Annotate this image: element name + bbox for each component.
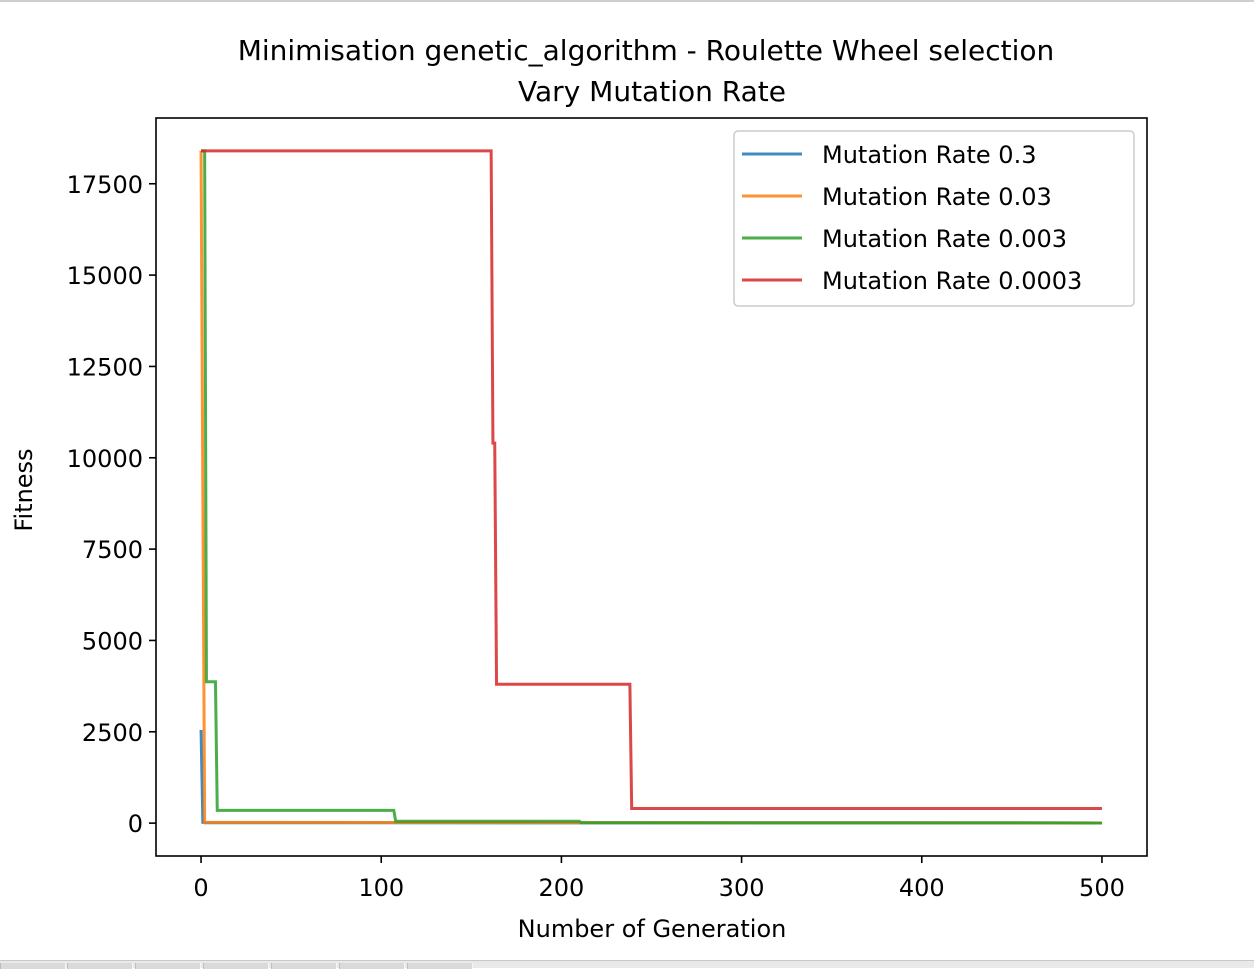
y-tick-label: 12500 (67, 353, 143, 381)
toolbar-slot (339, 963, 405, 969)
y-tick-label: 10000 (67, 445, 143, 473)
series-line-2 (201, 149, 1102, 825)
plot-frame (155, 117, 1148, 857)
toolbar-strip (0, 960, 1254, 969)
chart-title: Minimisation genetic_algorithm - Roulett… (238, 34, 1055, 67)
x-tick-label: 200 (539, 874, 585, 902)
y-tick-label: 0 (128, 810, 143, 838)
x-tick-label: 100 (358, 874, 404, 902)
legend-label: Mutation Rate 0.03 (822, 183, 1052, 211)
toolbar-slot (67, 963, 133, 969)
y-tick-label: 7500 (82, 536, 143, 564)
legend-label: Mutation Rate 0.3 (822, 141, 1036, 169)
x-tick-label: 400 (899, 874, 945, 902)
y-tick-label: 5000 (82, 627, 143, 655)
series-line-3 (201, 149, 1102, 810)
chart-subtitle: Vary Mutation Rate (518, 75, 786, 108)
legend-label: Mutation Rate 0.003 (822, 225, 1067, 253)
toolbar-slot (271, 963, 337, 969)
window-top-edge (0, 0, 1254, 2)
x-tick-label: 300 (719, 874, 765, 902)
toolbar-slot (407, 963, 473, 969)
toolbar-slot (135, 963, 201, 969)
legend-box (733, 130, 1135, 307)
toolbar-slot (0, 963, 66, 969)
x-axis: 0 100 200 300 400 500 (193, 856, 1125, 902)
toolbar-slot (203, 963, 269, 969)
x-tick-label: 0 (193, 874, 208, 902)
y-tick-label: 2500 (82, 719, 143, 747)
y-tick-label: 17500 (67, 171, 143, 199)
legend: Mutation Rate 0.3 Mutation Rate 0.03 Mutat… (733, 130, 1135, 307)
x-tick-label: 500 (1079, 874, 1125, 902)
y-axis-label: Fitness (10, 448, 38, 531)
legend-label: Mutation Rate 0.0003 (822, 267, 1082, 295)
x-axis-label: Number of Generation (518, 915, 787, 943)
series-lines (199, 149, 1102, 825)
y-tick-label: 15000 (67, 262, 143, 290)
y-axis: 0 2500 5000 7500 10000 12500 15000 17500 (67, 171, 156, 838)
